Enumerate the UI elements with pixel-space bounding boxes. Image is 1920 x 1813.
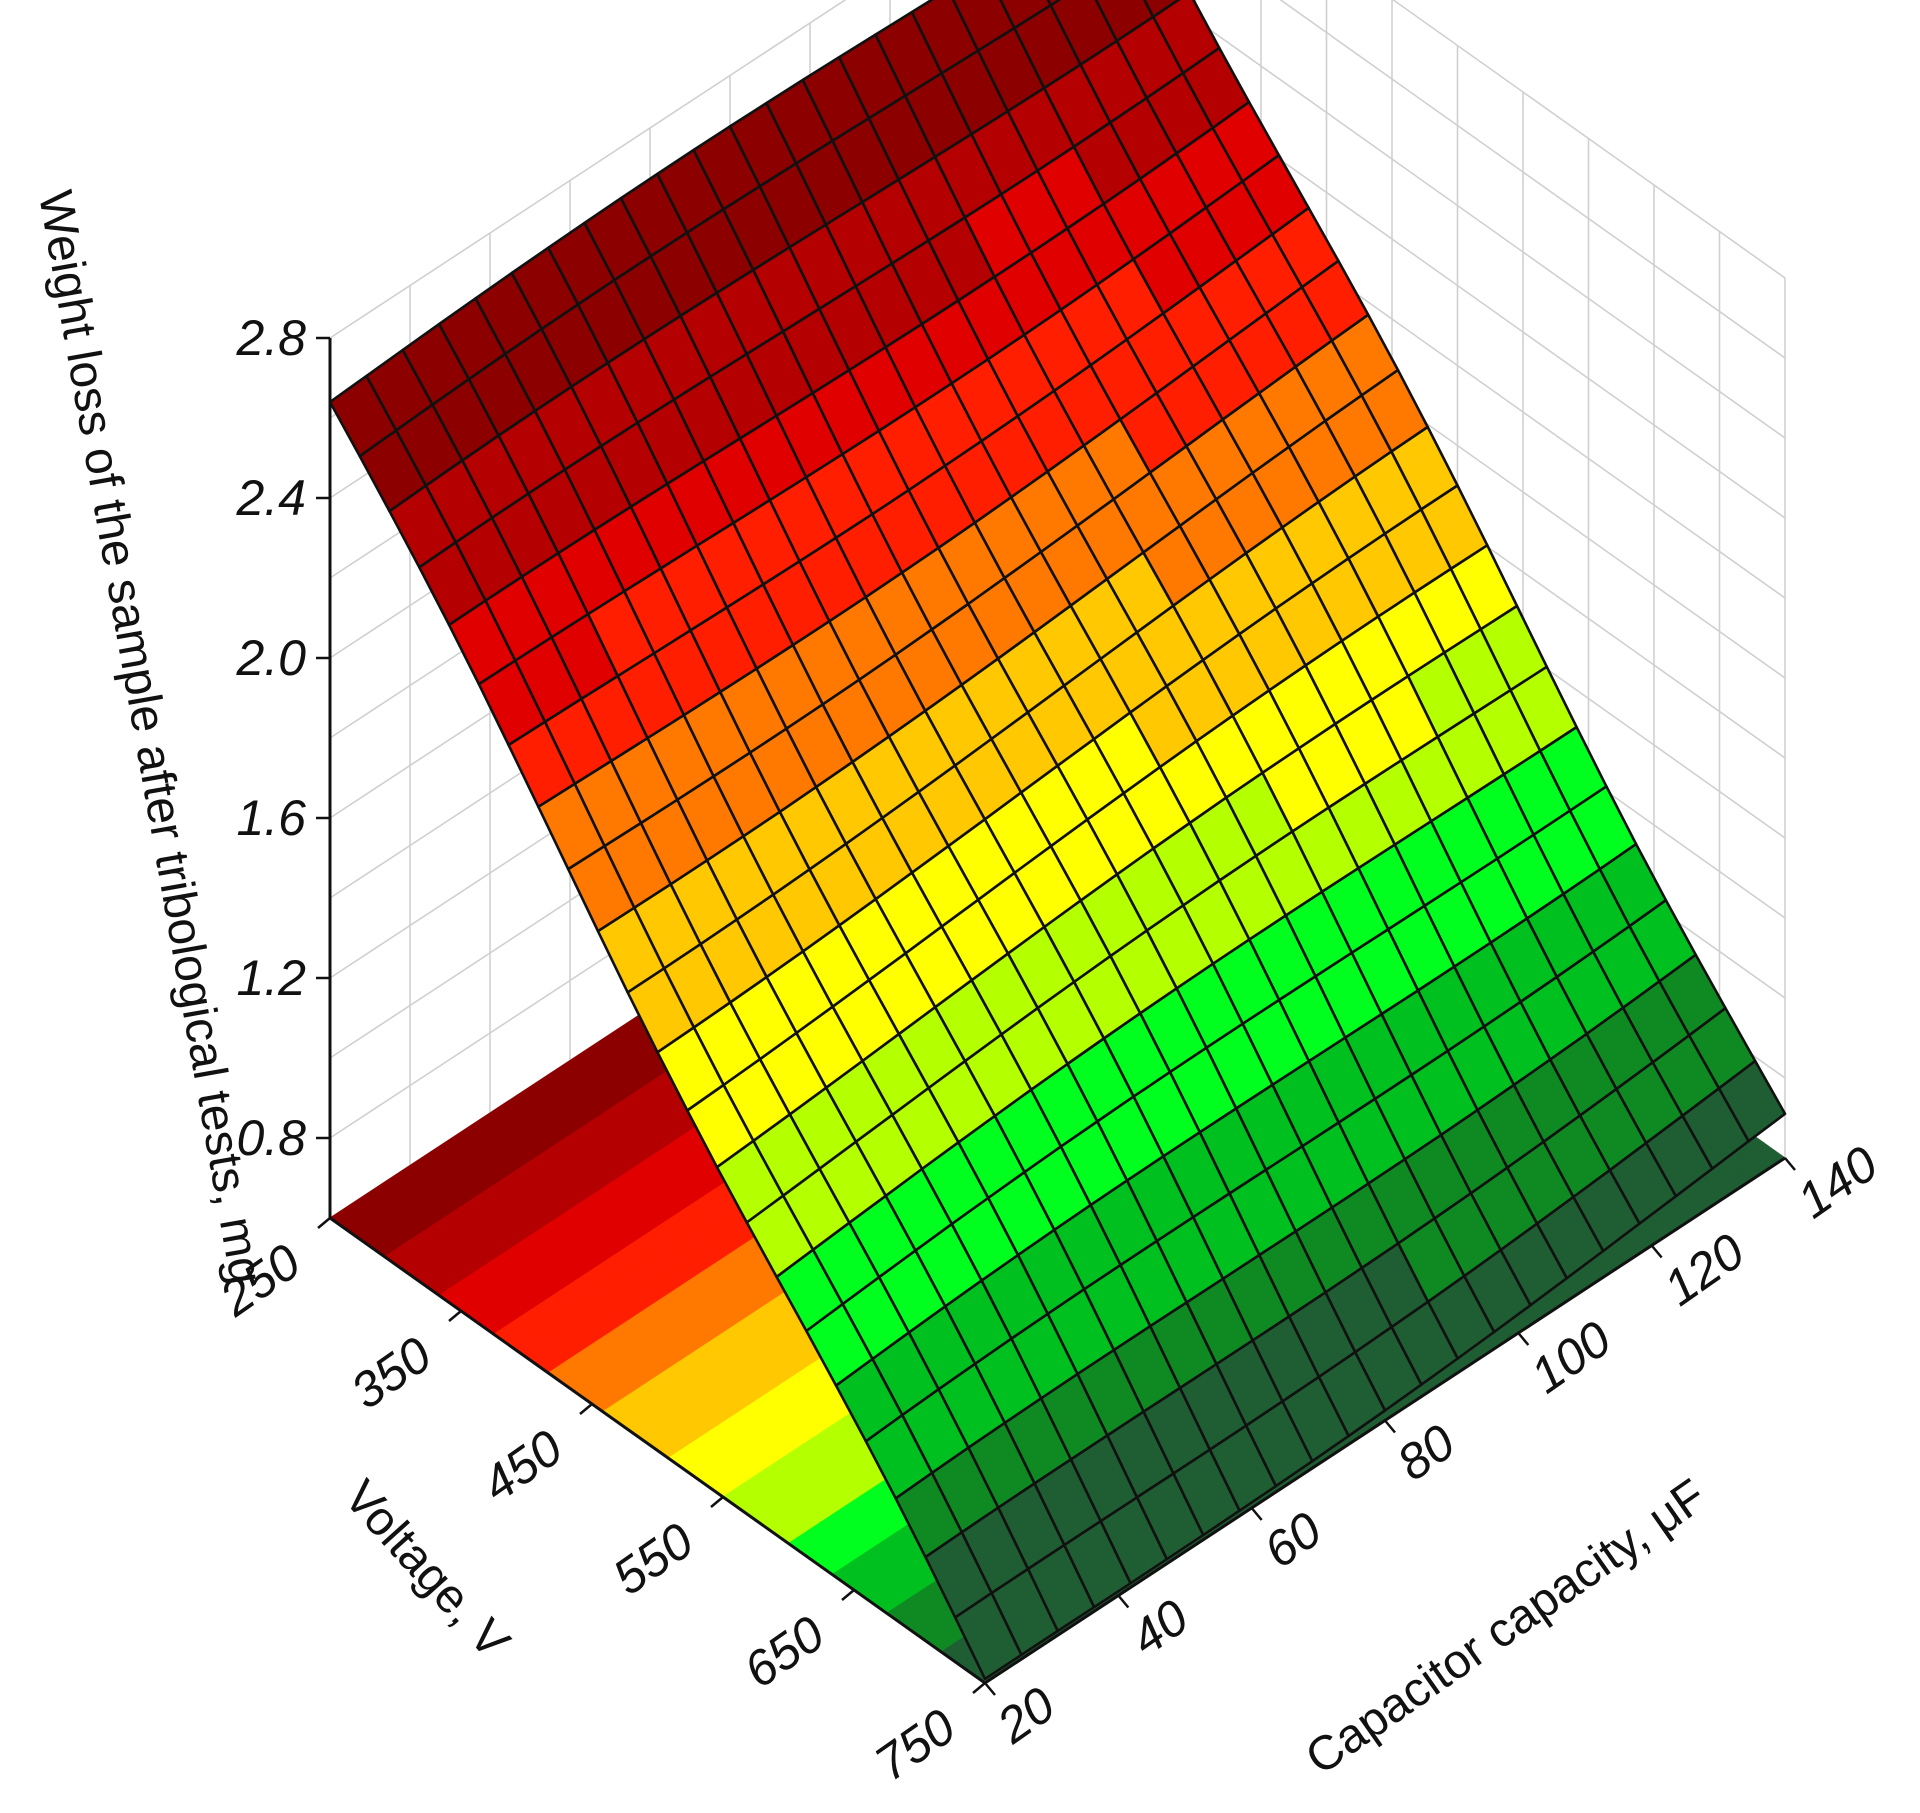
x-tick-mark [841, 1589, 855, 1601]
y-tick-mark [1384, 1419, 1396, 1434]
z-tick-label: 1.6 [236, 790, 306, 846]
x-tick-mark [972, 1682, 986, 1694]
y-tick-mark [1517, 1332, 1530, 1346]
x-axis-title: Voltage, V [334, 1471, 520, 1669]
y-tick-label: 40 [1121, 1589, 1199, 1667]
x-tick-mark [317, 1217, 331, 1229]
z-tick-label: 0.8 [236, 1110, 306, 1166]
y-tick-mark [1650, 1244, 1663, 1259]
x-tick-label: 650 [734, 1605, 835, 1699]
y-tick-label: 100 [1521, 1310, 1622, 1404]
z-tick-label: 2.8 [235, 310, 306, 366]
response-surface [328, 0, 1787, 1681]
y-tick-mark [1117, 1594, 1130, 1609]
y-tick-mark [984, 1682, 996, 1696]
z-tick-label: 2.4 [235, 470, 306, 526]
y-tick-label: 60 [1254, 1501, 1332, 1579]
y-tick-label: 140 [1787, 1135, 1888, 1229]
x-tick-label: 550 [603, 1512, 704, 1606]
wall-horizontal-grid-line [329, 0, 1786, 339]
y-axis-title: Capacitor capacity, μF [1296, 1469, 1715, 1785]
x-tick-mark [448, 1310, 462, 1322]
x-tick-mark [710, 1496, 724, 1508]
y-tick-mark [1784, 1157, 1796, 1171]
y-tick-label: 80 [1387, 1414, 1465, 1492]
z-tick-label: 1.2 [236, 950, 306, 1006]
y-tick-label: 120 [1654, 1223, 1755, 1317]
z-tick-label: 2.0 [235, 630, 306, 686]
x-axis-line [329, 1216, 986, 1685]
x-tick-label: 750 [865, 1698, 966, 1792]
surface-cell [953, 1591, 1023, 1681]
y-tick-mark [1250, 1507, 1263, 1521]
y-tick-label: 20 [986, 1676, 1065, 1754]
x-tick-label: 450 [472, 1419, 573, 1513]
x-tick-mark [579, 1403, 593, 1415]
x-tick-label: 350 [341, 1326, 442, 1420]
